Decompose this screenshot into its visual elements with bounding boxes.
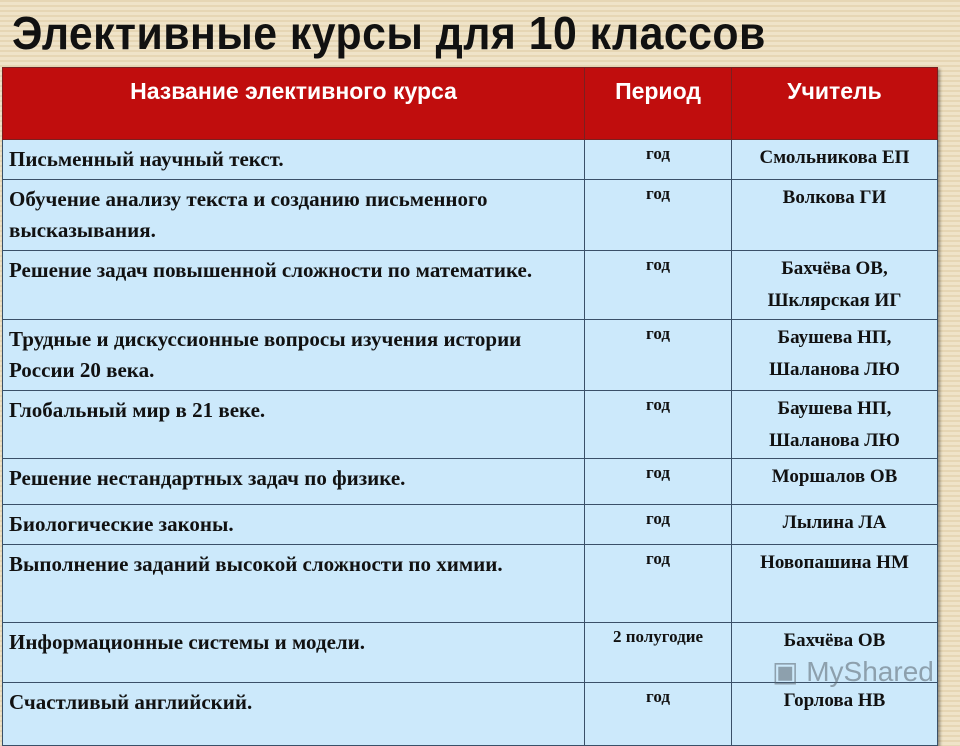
course-name-cell: Решение задач повышенной сложности по ма… [2, 250, 585, 320]
teacher-cell: Бахчёва ОВ, Шклярская ИГ [731, 250, 938, 320]
course-name-cell: Письменный научный текст. [2, 139, 585, 180]
course-name-cell: Счастливый английский. [2, 682, 585, 746]
teacher-cell: Баушева НП, Шаланова ЛЮ [731, 319, 938, 391]
table-row: Решение нестандартных задач по физике. го… [2, 458, 938, 505]
period-cell: 2 полугодие [584, 622, 732, 683]
header-teacher: Учитель [731, 67, 938, 140]
teacher-cell: Лылина ЛА [731, 504, 938, 545]
courses-table: Название элективного курса Период Учител… [2, 67, 938, 746]
teacher-cell: Баушева НП, Шаланова ЛЮ [731, 390, 938, 459]
table-row: Решение задач повышенной сложности по ма… [2, 250, 938, 320]
header-period: Период [584, 67, 732, 140]
course-name-cell: Обучение анализу текста и созданию письм… [2, 179, 585, 251]
slide-title: Элективные курсы для 10 классов [12, 7, 766, 59]
period-cell: год [584, 504, 732, 545]
course-name-cell: Выполнение заданий высокой сложности по … [2, 544, 585, 623]
course-name-cell: Глобальный мир в 21 веке. [2, 390, 585, 459]
teacher-cell: Горлова НВ [731, 682, 938, 746]
table-row: Информационные системы и модели. 2 полуго… [2, 622, 938, 683]
period-cell: год [584, 139, 732, 180]
teacher-cell: Смольникова ЕП [731, 139, 938, 180]
watermark-logo: ▣ MyShared [772, 656, 934, 687]
course-name-cell: Биологические законы. [2, 504, 585, 545]
table-row: Письменный научный текст. год Смольникова … [2, 139, 938, 180]
teacher-cell: Волкова ГИ [731, 179, 938, 251]
table-header-row: Название элективного курса Период Учител… [2, 67, 938, 140]
period-cell: год [584, 390, 732, 459]
course-name-cell: Решение нестандартных задач по физике. [2, 458, 585, 505]
period-cell: год [584, 458, 732, 505]
table-row: Обучение анализу текста и созданию письм… [2, 179, 938, 251]
table-row: Биологические законы. год Лылина ЛА [2, 504, 938, 545]
table-row: Трудные и дискуссионные вопросы изучения… [2, 319, 938, 391]
table-row: Глобальный мир в 21 веке. год Баушева НП, … [2, 390, 938, 459]
period-cell: год [584, 250, 732, 320]
period-cell: год [584, 544, 732, 623]
period-cell: год [584, 319, 732, 391]
header-course-name: Название элективного курса [2, 67, 585, 140]
table-row: Выполнение заданий высокой сложности по … [2, 544, 938, 623]
teacher-cell: Бахчёва ОВ [731, 622, 938, 683]
course-name-cell: Информационные системы и модели. [2, 622, 585, 683]
teacher-cell: Моршалов ОВ [731, 458, 938, 505]
course-name-cell: Трудные и дискуссионные вопросы изучения… [2, 319, 585, 391]
table-row: Счастливый английский. год Горлова НВ [2, 682, 938, 746]
period-cell: год [584, 179, 732, 251]
teacher-cell: Новопашина НМ [731, 544, 938, 623]
period-cell: год [584, 682, 732, 746]
